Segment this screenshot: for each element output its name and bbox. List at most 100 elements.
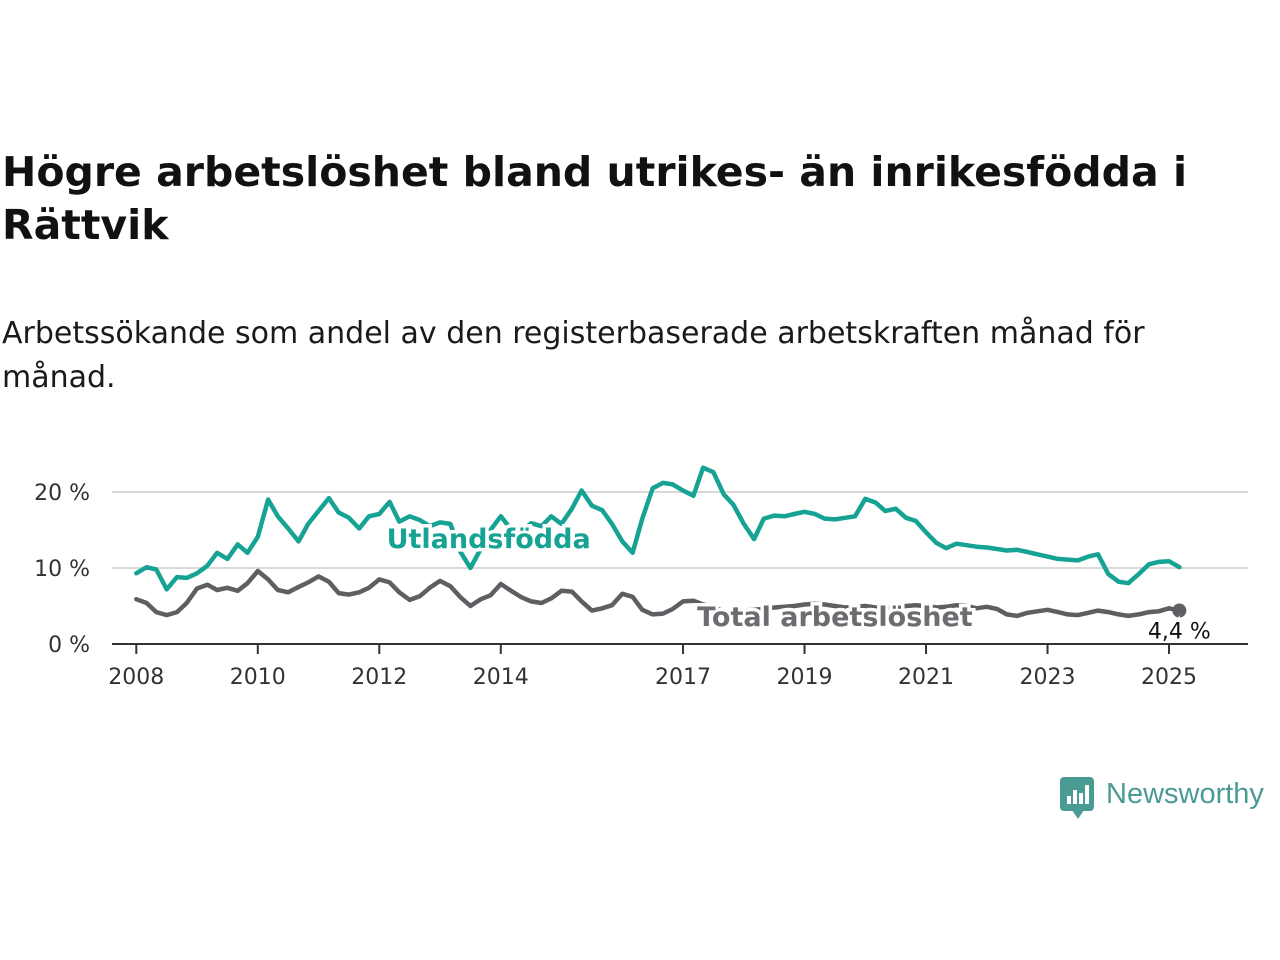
data-point <box>731 503 736 507</box>
data-point <box>357 590 361 594</box>
data-point <box>215 588 219 592</box>
data-point <box>327 580 331 584</box>
data-point <box>772 605 776 610</box>
data-point <box>863 604 867 608</box>
data-point <box>934 541 938 545</box>
data-point <box>1056 610 1060 614</box>
data-point <box>974 606 979 610</box>
data-point <box>134 571 138 575</box>
data-point <box>479 547 483 551</box>
data-point <box>438 520 442 524</box>
data-point <box>225 557 230 561</box>
data-point <box>306 522 310 526</box>
x-tick-label: 2017 <box>655 665 711 690</box>
data-point <box>1015 614 1019 618</box>
data-point <box>245 581 250 585</box>
data-point <box>1005 548 1009 553</box>
data-point <box>813 602 817 606</box>
y-tick-label: 0 % <box>48 633 90 658</box>
data-point <box>327 496 331 500</box>
data-point <box>245 551 250 555</box>
data-point <box>266 498 270 502</box>
data-point <box>388 580 392 585</box>
last-value-marker <box>1172 603 1187 618</box>
data-point <box>336 591 341 595</box>
data-point <box>671 482 675 486</box>
data-point <box>377 577 381 581</box>
data-point <box>985 605 989 609</box>
data-point <box>661 612 665 616</box>
data-point <box>651 486 655 490</box>
data-point <box>276 588 280 592</box>
data-point <box>205 564 209 568</box>
x-tick-label: 2023 <box>1020 665 1076 690</box>
data-point <box>762 607 766 611</box>
data-point <box>985 545 989 550</box>
data-point <box>154 610 158 614</box>
data-point <box>722 492 726 496</box>
data-point <box>1126 581 1130 585</box>
data-point <box>1076 558 1080 562</box>
data-point <box>306 580 310 585</box>
data-point <box>874 605 878 610</box>
series-label-total: Total arbetslöshet <box>697 602 973 633</box>
data-point <box>1137 612 1141 616</box>
data-point <box>367 514 371 518</box>
data-point <box>145 601 149 605</box>
data-point <box>256 535 260 539</box>
data-point <box>822 602 827 607</box>
data-point <box>1147 562 1151 566</box>
data-point <box>1086 555 1090 559</box>
data-point <box>620 539 624 543</box>
data-point <box>1056 557 1060 561</box>
data-point <box>853 514 857 518</box>
data-point <box>448 522 452 526</box>
data-point <box>175 610 179 614</box>
data-point <box>853 605 857 609</box>
data-point <box>914 603 918 607</box>
data-point <box>1076 613 1080 617</box>
data-point <box>559 589 564 593</box>
chart-title: Högre arbetslöshet bland utrikes- än inr… <box>2 148 1187 249</box>
x-tick-label: 2014 <box>473 665 529 690</box>
data-point <box>1157 560 1161 564</box>
bar-chart-speech-bubble-icon <box>1060 777 1094 819</box>
data-point <box>843 516 847 520</box>
data-point <box>397 520 401 524</box>
data-point <box>691 599 695 603</box>
data-point <box>1015 548 1019 552</box>
data-point <box>904 604 908 608</box>
data-point <box>1065 612 1070 616</box>
data-point <box>661 481 665 485</box>
x-tick-label: 2021 <box>898 665 954 690</box>
data-point <box>974 545 979 549</box>
data-point <box>1117 580 1121 584</box>
data-point <box>1117 612 1121 616</box>
data-point <box>631 595 635 599</box>
data-point <box>1065 558 1070 562</box>
data-point <box>418 594 422 598</box>
data-point <box>843 605 847 610</box>
data-point <box>1177 565 1181 569</box>
data-point <box>165 613 169 617</box>
data-point <box>782 514 787 518</box>
data-point <box>1106 572 1110 576</box>
data-point <box>833 604 837 608</box>
data-point <box>509 589 513 593</box>
data-point <box>266 577 270 581</box>
data-point <box>418 518 422 522</box>
data-point <box>367 586 371 590</box>
data-point <box>995 607 999 611</box>
data-point <box>336 510 341 515</box>
data-point <box>347 516 351 520</box>
data-point <box>1157 609 1161 613</box>
data-point <box>408 514 412 518</box>
x-tick-label: 2019 <box>777 665 833 690</box>
data-point <box>539 524 544 528</box>
data-point <box>833 517 837 521</box>
x-tick-label: 2008 <box>108 665 164 690</box>
data-point <box>488 528 493 532</box>
data-point <box>792 604 796 608</box>
data-point <box>1025 611 1030 615</box>
data-point <box>549 514 553 518</box>
